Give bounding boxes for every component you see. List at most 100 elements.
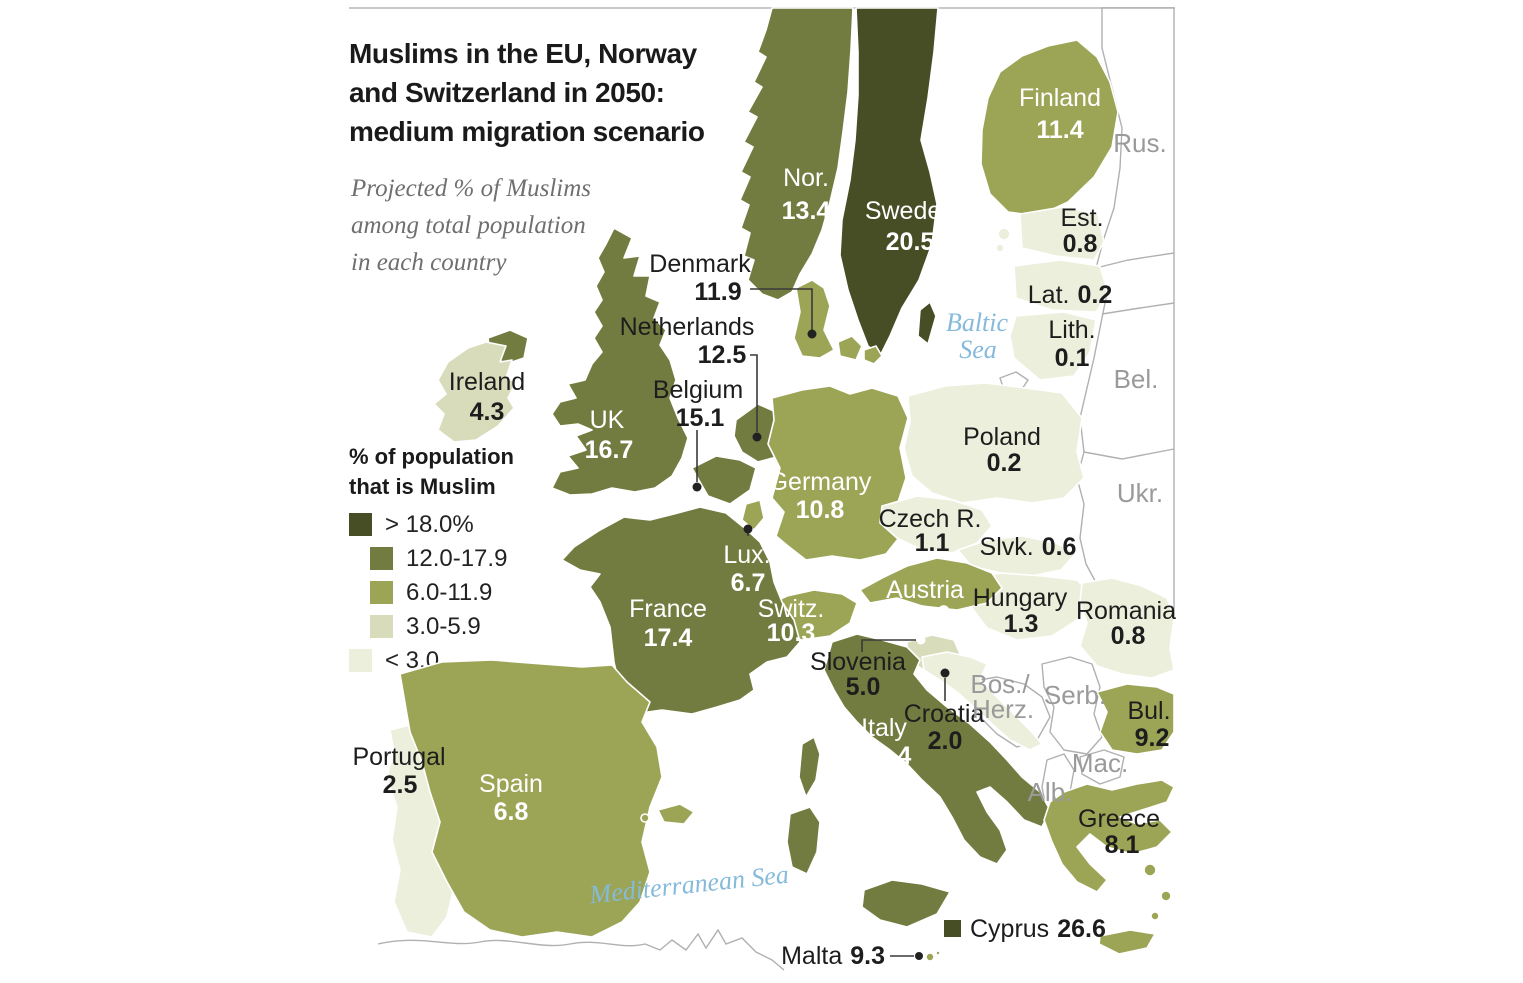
country-finland <box>980 39 1119 217</box>
island-crete <box>1098 929 1156 955</box>
label-hungary: Hungary <box>973 584 1068 612</box>
country-slovakia <box>957 535 1077 577</box>
slovenia-callout-line <box>861 639 916 652</box>
label-france: France <box>629 595 707 623</box>
legend: % of population that is Muslim > 18.0% 1… <box>349 442 514 674</box>
value-sweden: 20.5 <box>886 228 935 256</box>
island-estonia <box>997 227 1011 241</box>
label-ukraine: Ukr. <box>1117 478 1163 508</box>
country-belgium <box>691 455 757 505</box>
label-estonia: Est. <box>1060 204 1103 232</box>
value-spain: 6.8 <box>494 798 529 826</box>
country-estonia <box>1019 206 1105 261</box>
label-portugal: Portugal <box>352 743 445 771</box>
label-latvia: Lat. 0.2 <box>1028 281 1112 309</box>
label-italy: Italy <box>861 714 907 742</box>
cyprus-swatch <box>944 920 961 937</box>
page-title: Muslims in the EU, Norway and Switzerlan… <box>349 38 705 147</box>
label-malta: Malta 9.3 <box>781 942 885 970</box>
border-russia-belarus <box>1101 302 1175 315</box>
country-latvia <box>1013 259 1109 313</box>
country-lithuania <box>1009 311 1097 381</box>
malta-dot <box>915 952 923 960</box>
label-greece: Greece <box>1078 805 1160 833</box>
label-austria: Austria <box>886 576 964 604</box>
island-aegean-3 <box>1150 911 1160 921</box>
label-albania: Alb. <box>1028 777 1073 807</box>
value-hungary: 1.3 <box>1004 610 1039 638</box>
denmark-dot <box>807 329 817 339</box>
value-ireland: 4.3 <box>470 398 505 426</box>
country-serbia <box>1041 656 1103 755</box>
country-denmark <box>793 279 835 359</box>
label-finland: Finland <box>1019 84 1101 112</box>
island-malta-2 <box>935 950 941 956</box>
label-czech: Czech R. <box>879 505 982 533</box>
legend-swatch-lt3 <box>349 649 372 672</box>
label-switzerland: Switz. <box>758 595 825 623</box>
value-france: 17.4 <box>644 624 693 652</box>
africa-coastline <box>377 928 785 971</box>
legend-row: > 18.0% <box>349 511 514 538</box>
label-belgium: Belgium <box>653 376 743 404</box>
country-bulgaria <box>1096 683 1175 755</box>
value-austria: 10.6 <box>902 601 951 629</box>
value-belgium: 15.1 <box>676 404 725 432</box>
border-belarus-ukraine <box>1083 448 1175 460</box>
country-austria <box>859 557 1003 611</box>
value-uk: 16.7 <box>585 436 634 464</box>
value-slovenia: 5.0 <box>846 673 881 701</box>
value-italy: 12.4 <box>863 742 912 770</box>
island-corsica <box>798 736 821 798</box>
value-estonia: 0.8 <box>1063 230 1098 258</box>
country-ireland <box>433 341 517 443</box>
legend-swatch-gt18 <box>349 513 372 536</box>
value-czech: 1.1 <box>915 529 950 557</box>
legend-swatch-6-11 <box>370 581 393 604</box>
island-ibiza <box>640 813 650 823</box>
label-bulgaria: Bul. <box>1127 697 1170 725</box>
value-luxembourg: 6.7 <box>731 569 766 597</box>
value-denmark: 11.9 <box>694 278 741 306</box>
label-croatia: Croatia <box>904 700 985 728</box>
belgium-dot <box>692 482 702 492</box>
value-finland: 11.4 <box>1036 116 1083 144</box>
label-denmark: Denmark <box>649 250 751 278</box>
label-uk: UK <box>590 406 625 434</box>
island-zealand <box>863 345 883 365</box>
country-poland <box>903 382 1085 504</box>
island-sicily <box>861 879 951 928</box>
slovenia-dot <box>916 635 926 645</box>
label-slovenia: Slovenia <box>810 648 906 676</box>
legend-swatch-12-17 <box>370 547 393 570</box>
netherlands-callout-line <box>750 354 758 432</box>
value-germany: 10.8 <box>796 496 845 524</box>
label-sweden: Sweden <box>865 197 955 225</box>
denmark-callout-line <box>750 288 813 330</box>
island-estonia-2 <box>995 243 1005 253</box>
croatia-dot <box>940 668 950 678</box>
island-aegean-2 <box>1160 890 1172 902</box>
value-lithuania: 0.1 <box>1055 344 1090 372</box>
country-norway <box>739 7 854 301</box>
value-norway: 13.4 <box>782 197 831 225</box>
label-slovakia: Slvk. 0.6 <box>980 533 1077 561</box>
label-spain: Spain <box>479 770 543 798</box>
value-bulgaria: 9.2 <box>1135 724 1170 752</box>
legend-row: 12.0-17.9 <box>349 545 514 572</box>
country-france <box>561 506 801 715</box>
border-russia-baltics <box>1095 252 1175 269</box>
label-bosnia-line1: Bos./ <box>970 669 1030 699</box>
country-uk <box>551 227 689 496</box>
legend-row: 3.0-5.9 <box>349 613 514 640</box>
label-macedonia: Mac. <box>1072 748 1128 778</box>
value-portugal: 2.5 <box>383 771 418 799</box>
island-gotland <box>917 301 937 345</box>
label-luxembourg: Lux. <box>723 541 770 569</box>
netherlands-dot <box>752 432 762 442</box>
label-baltic-sea-line2: Sea <box>959 335 997 364</box>
country-croatia <box>921 651 1043 751</box>
label-lithuania: Lith. <box>1048 316 1095 344</box>
country-italy <box>823 633 1051 865</box>
